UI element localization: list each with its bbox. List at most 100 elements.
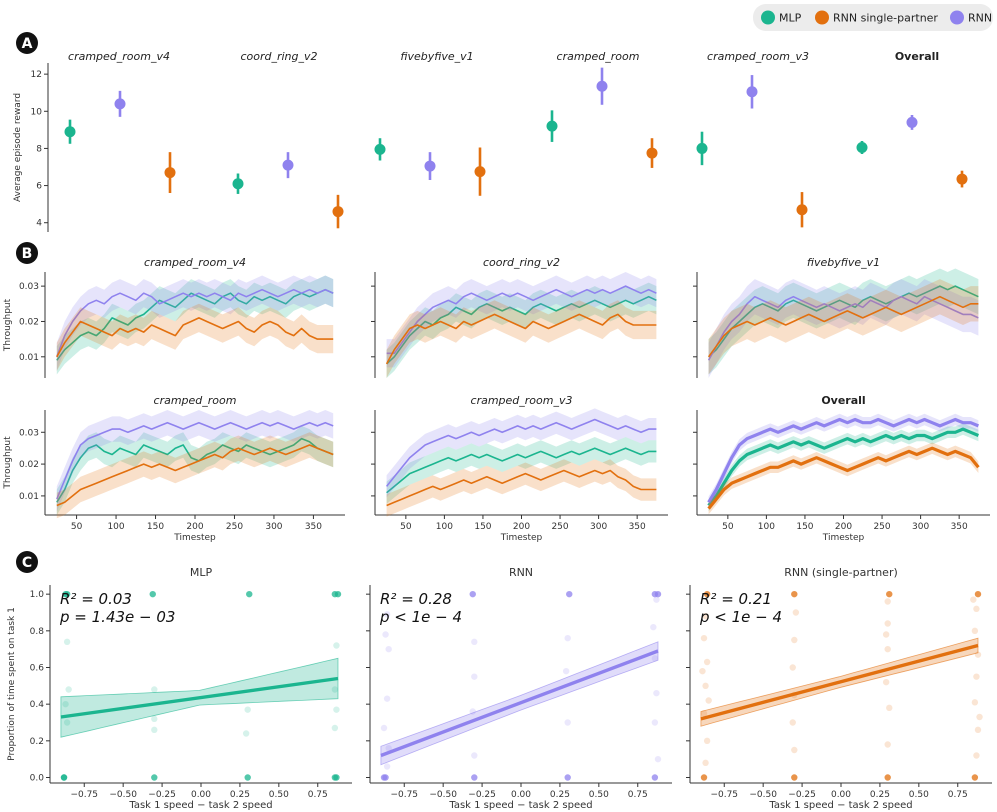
panel-c-x-tick-label: 0.00 — [831, 790, 851, 800]
panel-label-c: C — [22, 555, 32, 571]
panel-c-point-mlp — [333, 706, 340, 713]
panel-c-y-tick-label: 0.8 — [30, 627, 45, 637]
panel-b-y-tick-label: 0.03 — [19, 282, 39, 292]
panel-c-r2: R² = 0.28 — [380, 590, 452, 608]
panel-b-band-rnn — [386, 272, 657, 368]
panel-c-point-rnn — [382, 631, 389, 638]
panel-c-point-mlp — [151, 774, 158, 781]
panel-a: 4 6 8 10 12 Average episode reward cramped_roo… — [13, 50, 968, 232]
panel-c-point-rnn_single — [971, 699, 979, 706]
panel-b-subplot: Overall 50 100 150 200 250 300 350 Timestep — [693, 394, 990, 543]
panel-c-point-rnn — [385, 645, 392, 653]
panel-c-point-rnn — [651, 655, 659, 662]
panel-c-point-rnn_single — [699, 667, 706, 675]
panel-a-point-rnn — [424, 160, 436, 172]
panel-c-x-tick-label: 0.75 — [628, 790, 648, 800]
panel-a-group: fivebyfive_v1 — [374, 50, 486, 196]
panel-c-point-mlp — [151, 715, 158, 723]
panel-c-point-rnn_single — [792, 609, 800, 616]
panel-c-point-mlp — [151, 686, 158, 693]
panel-a-group: cramped_room — [546, 50, 658, 168]
panel-a-group-title: cramped_room_v4 — [68, 50, 170, 63]
panel-c-subplot-title: MLP — [190, 566, 213, 579]
panel-c-pvalue: p = 1.43e − 03 — [59, 608, 175, 626]
panel-a-y-tick-label: 4 — [36, 219, 42, 229]
panel-a-y-tick-label: 6 — [36, 182, 42, 192]
legend-marker-mlp — [761, 10, 775, 25]
legend-marker-rnn — [950, 10, 964, 25]
panel-c-subplot-title: RNN — [509, 566, 533, 579]
panel-a-y-tick-label: 8 — [36, 144, 42, 154]
panel-c-point-rnn — [469, 590, 476, 598]
panel-c-point-rnn_single — [791, 590, 798, 598]
panel-b-band-rnn_single — [708, 442, 979, 515]
panel-c-x-label: Task 1 speed − task 2 speed — [768, 800, 912, 811]
panel-c-point-mlp — [151, 726, 158, 734]
panel-c-point-mlp — [331, 724, 339, 732]
panel-c-point-rnn_single — [886, 590, 893, 598]
panel-b-x-tick-label: 250 — [873, 522, 890, 532]
panel-c-y-tick-label: 1.0 — [30, 590, 45, 600]
panel-b-line-rnn_single — [386, 469, 657, 507]
panel-b-subplot: coord_ring_v2 — [371, 256, 657, 378]
panel-b-subplot-title: Overall — [821, 394, 865, 407]
panel-b-band-rnn_single — [386, 300, 657, 378]
panel-b-line-rnn_single — [707, 446, 980, 510]
panel-b-subplot: cramped_room_v3 50 100 150 200 250 300 350 Times… — [371, 394, 668, 543]
panel-b-line-mlp — [708, 285, 979, 358]
panel-c-point-rnn_single — [703, 737, 711, 745]
panel-b-line-rnn — [56, 288, 334, 358]
panel-a-point-rnn — [906, 116, 918, 128]
panel-c-x-tick-label: 0.75 — [308, 790, 328, 800]
panel-a-y-label: Average episode reward — [13, 93, 23, 202]
panel-c-point-rnn_single — [884, 620, 891, 627]
panel-b-band-rnn — [56, 410, 334, 512]
panel-c-point-rnn_single — [976, 713, 983, 721]
panel-b-y-tick-label: 0.03 — [19, 428, 39, 438]
panel-b-x-tick-label: 250 — [551, 522, 568, 532]
panel-c-point-rnn — [651, 774, 659, 781]
panel-c-point-rnn — [471, 774, 478, 781]
panel-c-x-tick-label: −0.25 — [468, 790, 496, 800]
panel-b-band-rnn — [386, 408, 657, 498]
panel-c-point-mlp — [334, 590, 342, 598]
panel-b-x-tick-label: 150 — [474, 522, 491, 532]
legend-label-mlp: MLP — [779, 12, 802, 25]
panel-c-subplot: RNN −0.75 −0.50 −0.25 0.00 0.25 0.50 0.75 Task 1… — [366, 566, 672, 811]
panel-a-point-rnn — [114, 98, 126, 110]
panel-c-x-tick-label: −0.25 — [148, 790, 176, 800]
panel-b-line-rnn_single — [56, 444, 334, 507]
panel-c-subplot: RNN (single-partner) −0.75 −0.50 −0.25 0.00 0… — [686, 566, 992, 811]
legend-label-rnn_single: RNN single-partner — [833, 12, 938, 25]
panel-b-x-tick-label: 50 — [722, 522, 734, 532]
panel-c-point-rnn — [471, 752, 478, 759]
panel-c-point-rnn — [383, 611, 391, 618]
panel-a-point-rnn_single — [956, 173, 968, 185]
panel-a-point-rnn_single — [646, 147, 658, 159]
panel-c-x-tick-label: 0.00 — [191, 790, 211, 800]
panel-c-point-rnn_single — [789, 719, 796, 726]
panel-c-r2: R² = 0.03 — [60, 590, 132, 608]
panel-c-x-tick-label: −0.25 — [788, 790, 816, 800]
panel-c-y-tick-label: 0.4 — [30, 700, 45, 710]
panel-c-y-tick-label: 0.6 — [30, 664, 45, 674]
panel-a-group: cramped_room_v4 — [64, 50, 176, 193]
panel-c-point-rnn — [650, 623, 657, 631]
panel-a-point-rnn_single — [332, 206, 344, 218]
panel-c-y-label: Proportion of time spent on task 1 — [7, 607, 17, 761]
panel-b-x-label: Timestep — [173, 533, 216, 543]
panel-c-point-rnn — [653, 689, 660, 697]
panel-b-subplot-title: fivebyfive_v1 — [807, 256, 880, 269]
panel-b-band-rnn_single — [56, 432, 334, 519]
panel-b-y-tick-label: 0.02 — [19, 317, 39, 327]
panel-c-point-rnn_single — [703, 590, 711, 598]
panel-c-x-tick-label: 0.75 — [948, 790, 968, 800]
panel-b-x-label: Timestep — [822, 533, 865, 543]
panel-c-point-rnn_single — [884, 741, 891, 748]
panel-b-line-rnn — [707, 417, 980, 504]
panel-c-point-rnn_single — [973, 752, 980, 759]
panel-a-point-rnn_single — [164, 167, 176, 179]
panel-c-point-rnn_single — [702, 612, 709, 620]
panel-a-group: Overall — [856, 50, 968, 188]
